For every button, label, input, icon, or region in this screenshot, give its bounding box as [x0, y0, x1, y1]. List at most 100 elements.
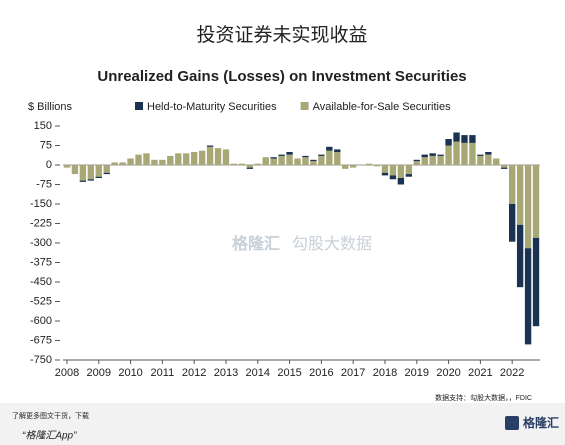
chart-title: Unrealized Gains (Losses) on Investment … — [97, 68, 466, 85]
bar — [445, 139, 452, 146]
bar — [349, 165, 357, 168]
bar — [365, 163, 373, 165]
x-tick-label: 2022 — [500, 367, 524, 379]
bar — [342, 165, 349, 169]
bar — [63, 165, 71, 168]
bar — [437, 154, 444, 156]
bar — [262, 157, 269, 165]
bar — [71, 165, 79, 175]
footer-bar — [0, 403, 565, 445]
bar — [508, 165, 516, 204]
x-tick-label: 2015 — [277, 367, 301, 379]
bar — [119, 162, 126, 165]
bar — [135, 154, 142, 165]
bar — [389, 165, 397, 176]
bar — [373, 165, 381, 167]
bar — [429, 153, 436, 156]
source: 数据支持：勾股大数据，，FDIC — [435, 393, 532, 402]
y-axis-label: $ Billions — [28, 101, 73, 113]
y-tick-label: -300 — [30, 237, 52, 249]
bar — [95, 165, 102, 177]
bar — [413, 161, 420, 165]
bar — [508, 204, 516, 242]
bar — [485, 152, 492, 155]
bar — [246, 165, 254, 168]
bar — [103, 172, 110, 175]
bar — [278, 154, 285, 156]
bar — [310, 161, 317, 165]
y-tick-label: -525 — [30, 295, 52, 307]
bar — [246, 167, 254, 169]
bar — [159, 159, 166, 165]
x-tick-label: 2011 — [151, 367, 175, 379]
bar — [381, 165, 389, 173]
y-tick-label: -750 — [30, 354, 52, 366]
bar — [286, 152, 293, 155]
watermark: 勾股大数据 — [292, 235, 372, 253]
bar — [270, 157, 277, 159]
bar — [87, 179, 95, 181]
bar — [334, 152, 341, 165]
x-tick-label: 2018 — [373, 367, 397, 379]
bar — [516, 165, 524, 225]
legend-swatch — [300, 102, 309, 110]
bar — [453, 141, 460, 165]
bar — [421, 154, 428, 158]
bar — [429, 155, 436, 165]
bar — [326, 146, 333, 151]
x-tick-label: 2009 — [87, 367, 111, 379]
x-tick-label: 2012 — [182, 367, 206, 379]
bar — [302, 155, 309, 158]
bar — [381, 172, 389, 176]
bar — [334, 149, 341, 152]
bar — [214, 148, 222, 165]
bar — [294, 158, 301, 165]
x-tick-label: 2010 — [118, 367, 142, 379]
legend-swatch — [135, 102, 143, 110]
footer-text: 了解更多图文干货，下载 — [12, 411, 89, 420]
bar — [198, 150, 206, 165]
y-tick-label: -600 — [30, 315, 52, 327]
bar — [477, 155, 484, 165]
bar — [524, 248, 532, 345]
x-tick-label: 2020 — [436, 367, 460, 379]
logo-icon — [505, 416, 519, 430]
y-tick-label: 0 — [46, 159, 52, 171]
x-tick-label: 2019 — [405, 367, 429, 379]
bar — [183, 153, 190, 165]
y-tick-label: 75 — [40, 139, 52, 151]
watermark: 格隆汇 — [232, 234, 280, 253]
bar — [87, 165, 95, 180]
bar — [421, 157, 428, 165]
y-tick-label: -75 — [36, 178, 52, 190]
bar — [167, 155, 174, 165]
bar — [206, 145, 214, 147]
bar — [79, 180, 87, 182]
bar — [310, 159, 317, 162]
bar — [477, 154, 484, 156]
bar — [326, 150, 333, 165]
bar — [524, 165, 532, 249]
bar — [230, 163, 238, 165]
bar — [397, 178, 405, 185]
y-tick-label: -225 — [30, 217, 52, 229]
background — [0, 0, 565, 403]
bar — [485, 154, 492, 165]
bar — [461, 142, 468, 165]
bar — [516, 224, 524, 288]
x-tick-label: 2017 — [341, 367, 365, 379]
bar — [493, 158, 500, 165]
bar — [111, 162, 118, 165]
legend-label: Held-to-Maturity Securities — [147, 101, 277, 113]
x-tick-label: 2013 — [214, 367, 238, 379]
bar — [405, 165, 413, 175]
bar — [397, 165, 405, 178]
bar — [103, 165, 110, 173]
bar — [143, 153, 150, 165]
bar — [95, 176, 102, 178]
bar — [453, 132, 460, 142]
bar — [469, 142, 476, 165]
y-tick-label: -375 — [30, 256, 52, 268]
bar — [127, 158, 134, 165]
